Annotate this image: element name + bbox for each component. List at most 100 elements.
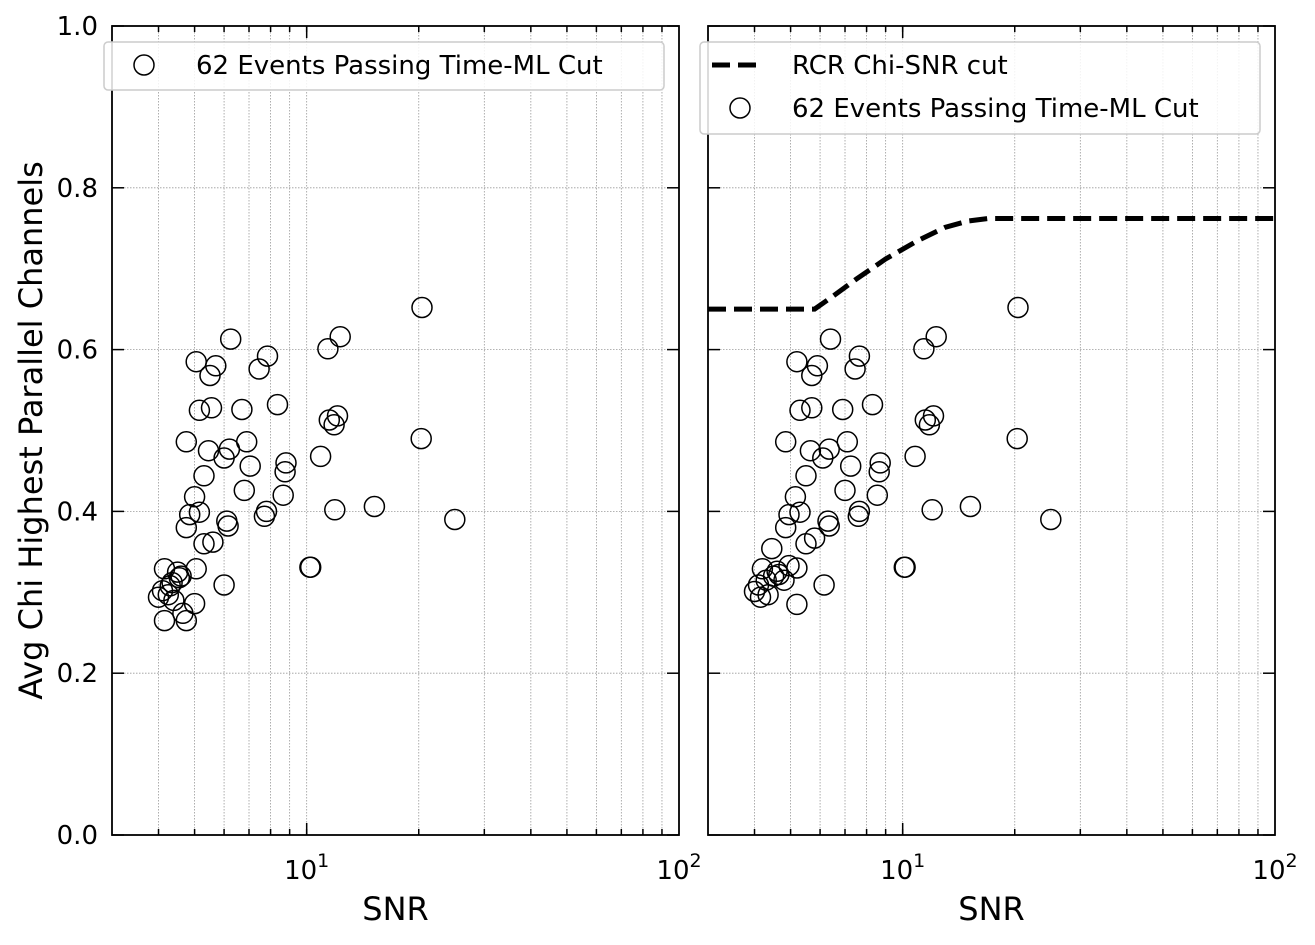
data-point bbox=[193, 533, 215, 555]
data-point bbox=[248, 358, 270, 380]
data-point bbox=[170, 565, 192, 587]
data-point bbox=[866, 484, 889, 506]
data-point bbox=[751, 558, 774, 580]
data-point bbox=[324, 499, 346, 521]
data-point bbox=[1006, 427, 1028, 450]
data-point bbox=[168, 566, 191, 589]
data-point bbox=[795, 465, 817, 487]
legend-label: 62 Events Passing Time-ML Cut bbox=[196, 51, 603, 81]
data-point bbox=[869, 452, 891, 474]
data-point bbox=[444, 508, 466, 531]
data-point bbox=[153, 609, 176, 632]
x-axis-label: SNR bbox=[362, 890, 428, 928]
x-tick-base: 10 bbox=[284, 856, 317, 886]
data-point bbox=[774, 431, 797, 453]
data-point bbox=[894, 556, 916, 578]
legend: RCR Chi-SNR cut 62 Events Passing Time-ML… bbox=[699, 41, 1261, 135]
data-point bbox=[272, 484, 294, 506]
data-point bbox=[266, 393, 289, 416]
data-point bbox=[773, 569, 795, 591]
data-point bbox=[256, 345, 279, 367]
x-tick-label: 102 bbox=[1252, 850, 1297, 886]
legend-circle-icon bbox=[133, 54, 155, 76]
data-point bbox=[188, 501, 211, 523]
data-point bbox=[255, 500, 278, 523]
x-tick-label: 102 bbox=[656, 850, 701, 886]
x-tick-base: 10 bbox=[656, 856, 689, 886]
grid bbox=[708, 26, 1275, 835]
data-point bbox=[317, 338, 339, 360]
data-point bbox=[147, 586, 170, 608]
data-point bbox=[848, 345, 871, 367]
data-point bbox=[774, 516, 797, 539]
data-point bbox=[175, 431, 198, 453]
data-point bbox=[274, 461, 296, 483]
data-point bbox=[836, 431, 859, 453]
legend-frame bbox=[699, 41, 1261, 135]
data-point bbox=[309, 445, 332, 468]
data-point bbox=[1007, 296, 1029, 319]
y-tick-label: 0.8 bbox=[57, 174, 98, 204]
x-tick-exponent: 2 bbox=[1286, 850, 1298, 872]
data-point bbox=[197, 439, 220, 462]
y-tick-label: 0.4 bbox=[57, 497, 98, 527]
data-point bbox=[761, 537, 783, 560]
data-point bbox=[868, 461, 890, 483]
data-point bbox=[183, 486, 206, 508]
data-point bbox=[818, 438, 840, 460]
x-tick-exponent: 1 bbox=[913, 850, 925, 872]
x-tick-base: 10 bbox=[880, 856, 913, 886]
data-point bbox=[326, 405, 349, 427]
data-point bbox=[363, 495, 386, 518]
data-point bbox=[921, 499, 943, 521]
data-point bbox=[925, 325, 947, 348]
data-point bbox=[848, 500, 871, 523]
x-tick-exponent: 1 bbox=[317, 850, 329, 872]
data-point bbox=[219, 328, 242, 350]
data-point bbox=[959, 495, 982, 518]
data-point bbox=[188, 399, 211, 422]
data-point bbox=[323, 414, 345, 436]
data-point bbox=[778, 554, 800, 577]
data-point bbox=[806, 355, 829, 377]
data-point bbox=[200, 397, 223, 419]
data-point bbox=[789, 501, 811, 523]
data-point bbox=[818, 515, 840, 537]
x-tick-label: 101 bbox=[284, 850, 329, 886]
data-point bbox=[183, 592, 206, 615]
plot-frame bbox=[707, 25, 1276, 836]
data-point bbox=[202, 531, 224, 553]
y-tick-label: 0.6 bbox=[57, 336, 98, 366]
data-point bbox=[803, 527, 826, 549]
y-tick-label: 0.2 bbox=[57, 659, 98, 689]
data-point bbox=[786, 557, 808, 579]
data-point bbox=[178, 503, 201, 526]
data-point bbox=[922, 405, 945, 427]
data-point bbox=[789, 399, 811, 422]
data-point bbox=[743, 580, 766, 603]
data-point bbox=[784, 486, 807, 508]
cut-line bbox=[708, 216, 1275, 312]
data-point bbox=[861, 393, 884, 416]
data-point bbox=[213, 574, 235, 596]
data-point bbox=[913, 338, 935, 360]
data-point bbox=[834, 479, 856, 502]
series-events bbox=[743, 296, 1062, 616]
data-point bbox=[1040, 508, 1062, 531]
data-point bbox=[904, 445, 926, 468]
legend-label: RCR Chi-SNR cut bbox=[792, 51, 1008, 81]
data-point bbox=[786, 593, 808, 616]
data-point bbox=[185, 558, 207, 580]
x-tick-base: 10 bbox=[1252, 856, 1285, 886]
data-point bbox=[410, 427, 432, 450]
y-tick-label: 1.0 bbox=[57, 12, 98, 42]
legend: 62 Events Passing Time-ML Cut bbox=[103, 41, 665, 91]
data-point bbox=[275, 452, 297, 474]
data-point bbox=[233, 479, 256, 502]
data-point bbox=[299, 556, 322, 578]
data-point bbox=[217, 515, 239, 537]
plot-frame bbox=[111, 25, 680, 836]
